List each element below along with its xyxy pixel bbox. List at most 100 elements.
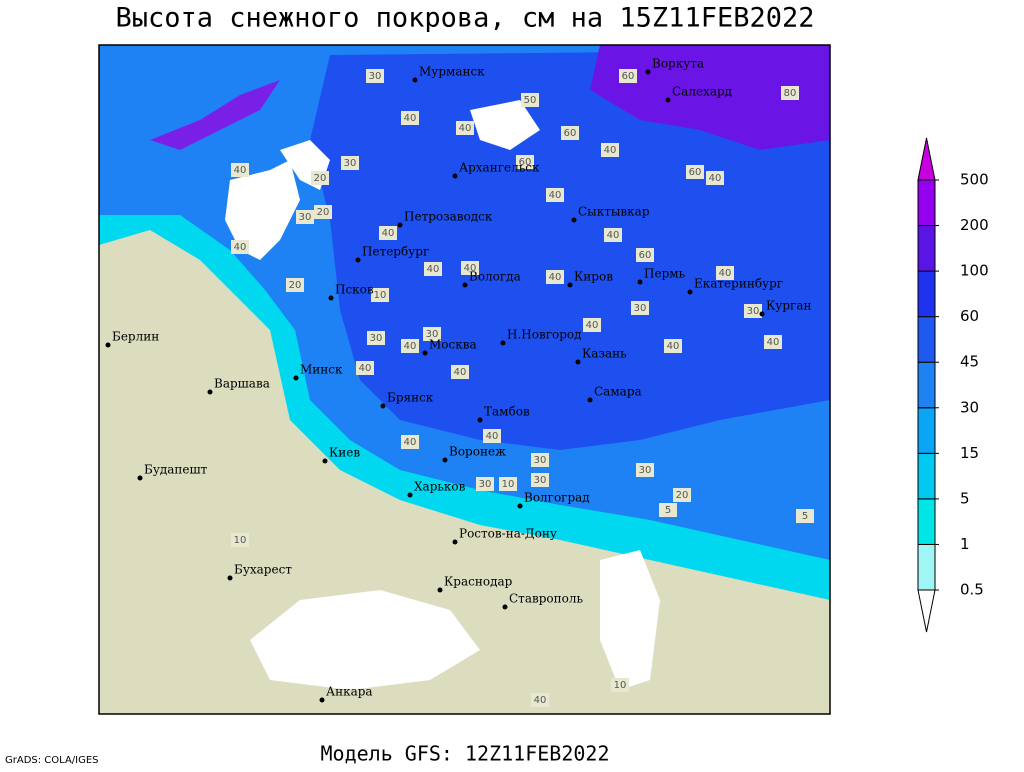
city-dot	[687, 289, 693, 295]
contour-label: 5	[665, 505, 671, 516]
city-label: Ростов-на-Дону	[459, 527, 557, 541]
contour-label: 30	[534, 475, 547, 486]
contour-label-bg	[341, 156, 359, 170]
contour-label: 40	[234, 242, 247, 253]
contour-label: 40	[667, 341, 680, 352]
contour-label: 20	[289, 280, 302, 291]
contour-label-bg	[619, 69, 637, 83]
contour-label-bg	[764, 335, 782, 349]
contour-label-bg	[231, 533, 249, 547]
city-label: Петрозаводск	[404, 210, 493, 224]
contour-label: 40	[427, 264, 440, 275]
legend-swatch	[917, 407, 936, 454]
city-label: Ставрополь	[509, 592, 583, 606]
city-label: Псков	[335, 283, 374, 297]
contour-label-bg	[366, 69, 384, 83]
city-label: Екатеринбург	[694, 277, 783, 291]
city-dot	[665, 97, 671, 103]
contour-label-bg	[231, 163, 249, 177]
caspian-sea	[600, 550, 660, 690]
contour-label-bg	[686, 165, 704, 179]
city-dot	[322, 458, 328, 464]
contour-label-bg	[424, 262, 442, 276]
contour-label-bg	[456, 121, 474, 135]
legend-low	[917, 589, 936, 633]
city-dot	[227, 575, 233, 581]
contour-label: 40	[586, 320, 599, 331]
contour-label: 40	[459, 123, 472, 134]
contour-label: 40	[549, 190, 562, 201]
contour-label-bg	[356, 361, 374, 375]
contour-label: 60	[564, 128, 577, 139]
contour-label: 50	[524, 95, 537, 106]
city-dot	[355, 257, 361, 263]
contour-label: 30	[534, 455, 547, 466]
contour-label: 30	[634, 303, 647, 314]
legend-label: 5	[960, 489, 970, 507]
contour-label: 30	[747, 306, 760, 317]
contour-label: 30	[479, 479, 492, 490]
legend-label: 0.5	[960, 581, 984, 599]
city-label: Бухарест	[234, 563, 292, 577]
contour-label: 80	[784, 88, 797, 99]
contour-label: 30	[344, 158, 357, 169]
legend-label: 1	[960, 535, 970, 553]
contour-label: 40	[486, 431, 499, 442]
city-label: Казань	[582, 347, 627, 361]
contour-label-bg	[706, 171, 724, 185]
contour-label: 60	[519, 157, 532, 168]
contour-label-bg	[516, 155, 534, 169]
city-dot	[412, 77, 418, 83]
contour-label-bg	[601, 143, 619, 157]
legend-swatch	[917, 543, 936, 591]
contour-label: 40	[549, 272, 562, 283]
contour-label-bg	[716, 266, 734, 280]
city-label: Брянск	[387, 391, 434, 405]
legend-label: 500	[960, 171, 989, 189]
contour-label: 40	[404, 437, 417, 448]
city-dot	[207, 389, 213, 395]
city-label: Воркута	[652, 57, 704, 71]
city-dot	[137, 475, 143, 481]
legend-swatch	[917, 225, 936, 272]
city-dot	[319, 697, 325, 703]
map-frame	[98, 44, 831, 715]
contour-label-bg	[286, 278, 304, 292]
contour-label: 40	[454, 367, 467, 378]
city-dot	[462, 282, 468, 288]
city-dot	[477, 417, 483, 423]
contour-label-bg	[531, 453, 549, 467]
contour-label-bg	[476, 477, 494, 491]
city-dot	[637, 279, 643, 285]
city-dot	[517, 503, 523, 509]
contour-label: 10	[502, 479, 515, 490]
contour-label: 60	[639, 250, 652, 261]
contour-label: 40	[534, 695, 547, 706]
legend-label: 60	[960, 307, 979, 325]
legend-swatch	[917, 498, 936, 545]
city-dot	[502, 604, 508, 610]
contour-label-bg	[611, 678, 629, 692]
contour-label-bg	[781, 86, 799, 100]
city-label: Вологда	[469, 270, 521, 284]
contour-label: 30	[299, 212, 312, 223]
contour-label-bg	[423, 327, 441, 341]
contour-label-bg	[499, 477, 517, 491]
contour-label: 30	[639, 465, 652, 476]
city-dot	[500, 340, 506, 346]
contour-label-bg	[401, 339, 419, 353]
contour-label: 10	[234, 535, 247, 546]
city-label: Н.Новгород	[507, 328, 582, 342]
city-dot	[645, 69, 651, 75]
contour-label-bg	[379, 226, 397, 240]
legend-label: 45	[960, 353, 979, 371]
contour-label-bg	[659, 503, 677, 517]
contour-label-bg	[483, 429, 501, 443]
contour-label-bg	[636, 463, 654, 477]
contour-label-bg	[231, 240, 249, 254]
contour-label-bg	[531, 473, 549, 487]
black-sea	[250, 590, 480, 690]
contour-label-bg	[673, 488, 691, 502]
contour-label: 20	[317, 207, 330, 218]
